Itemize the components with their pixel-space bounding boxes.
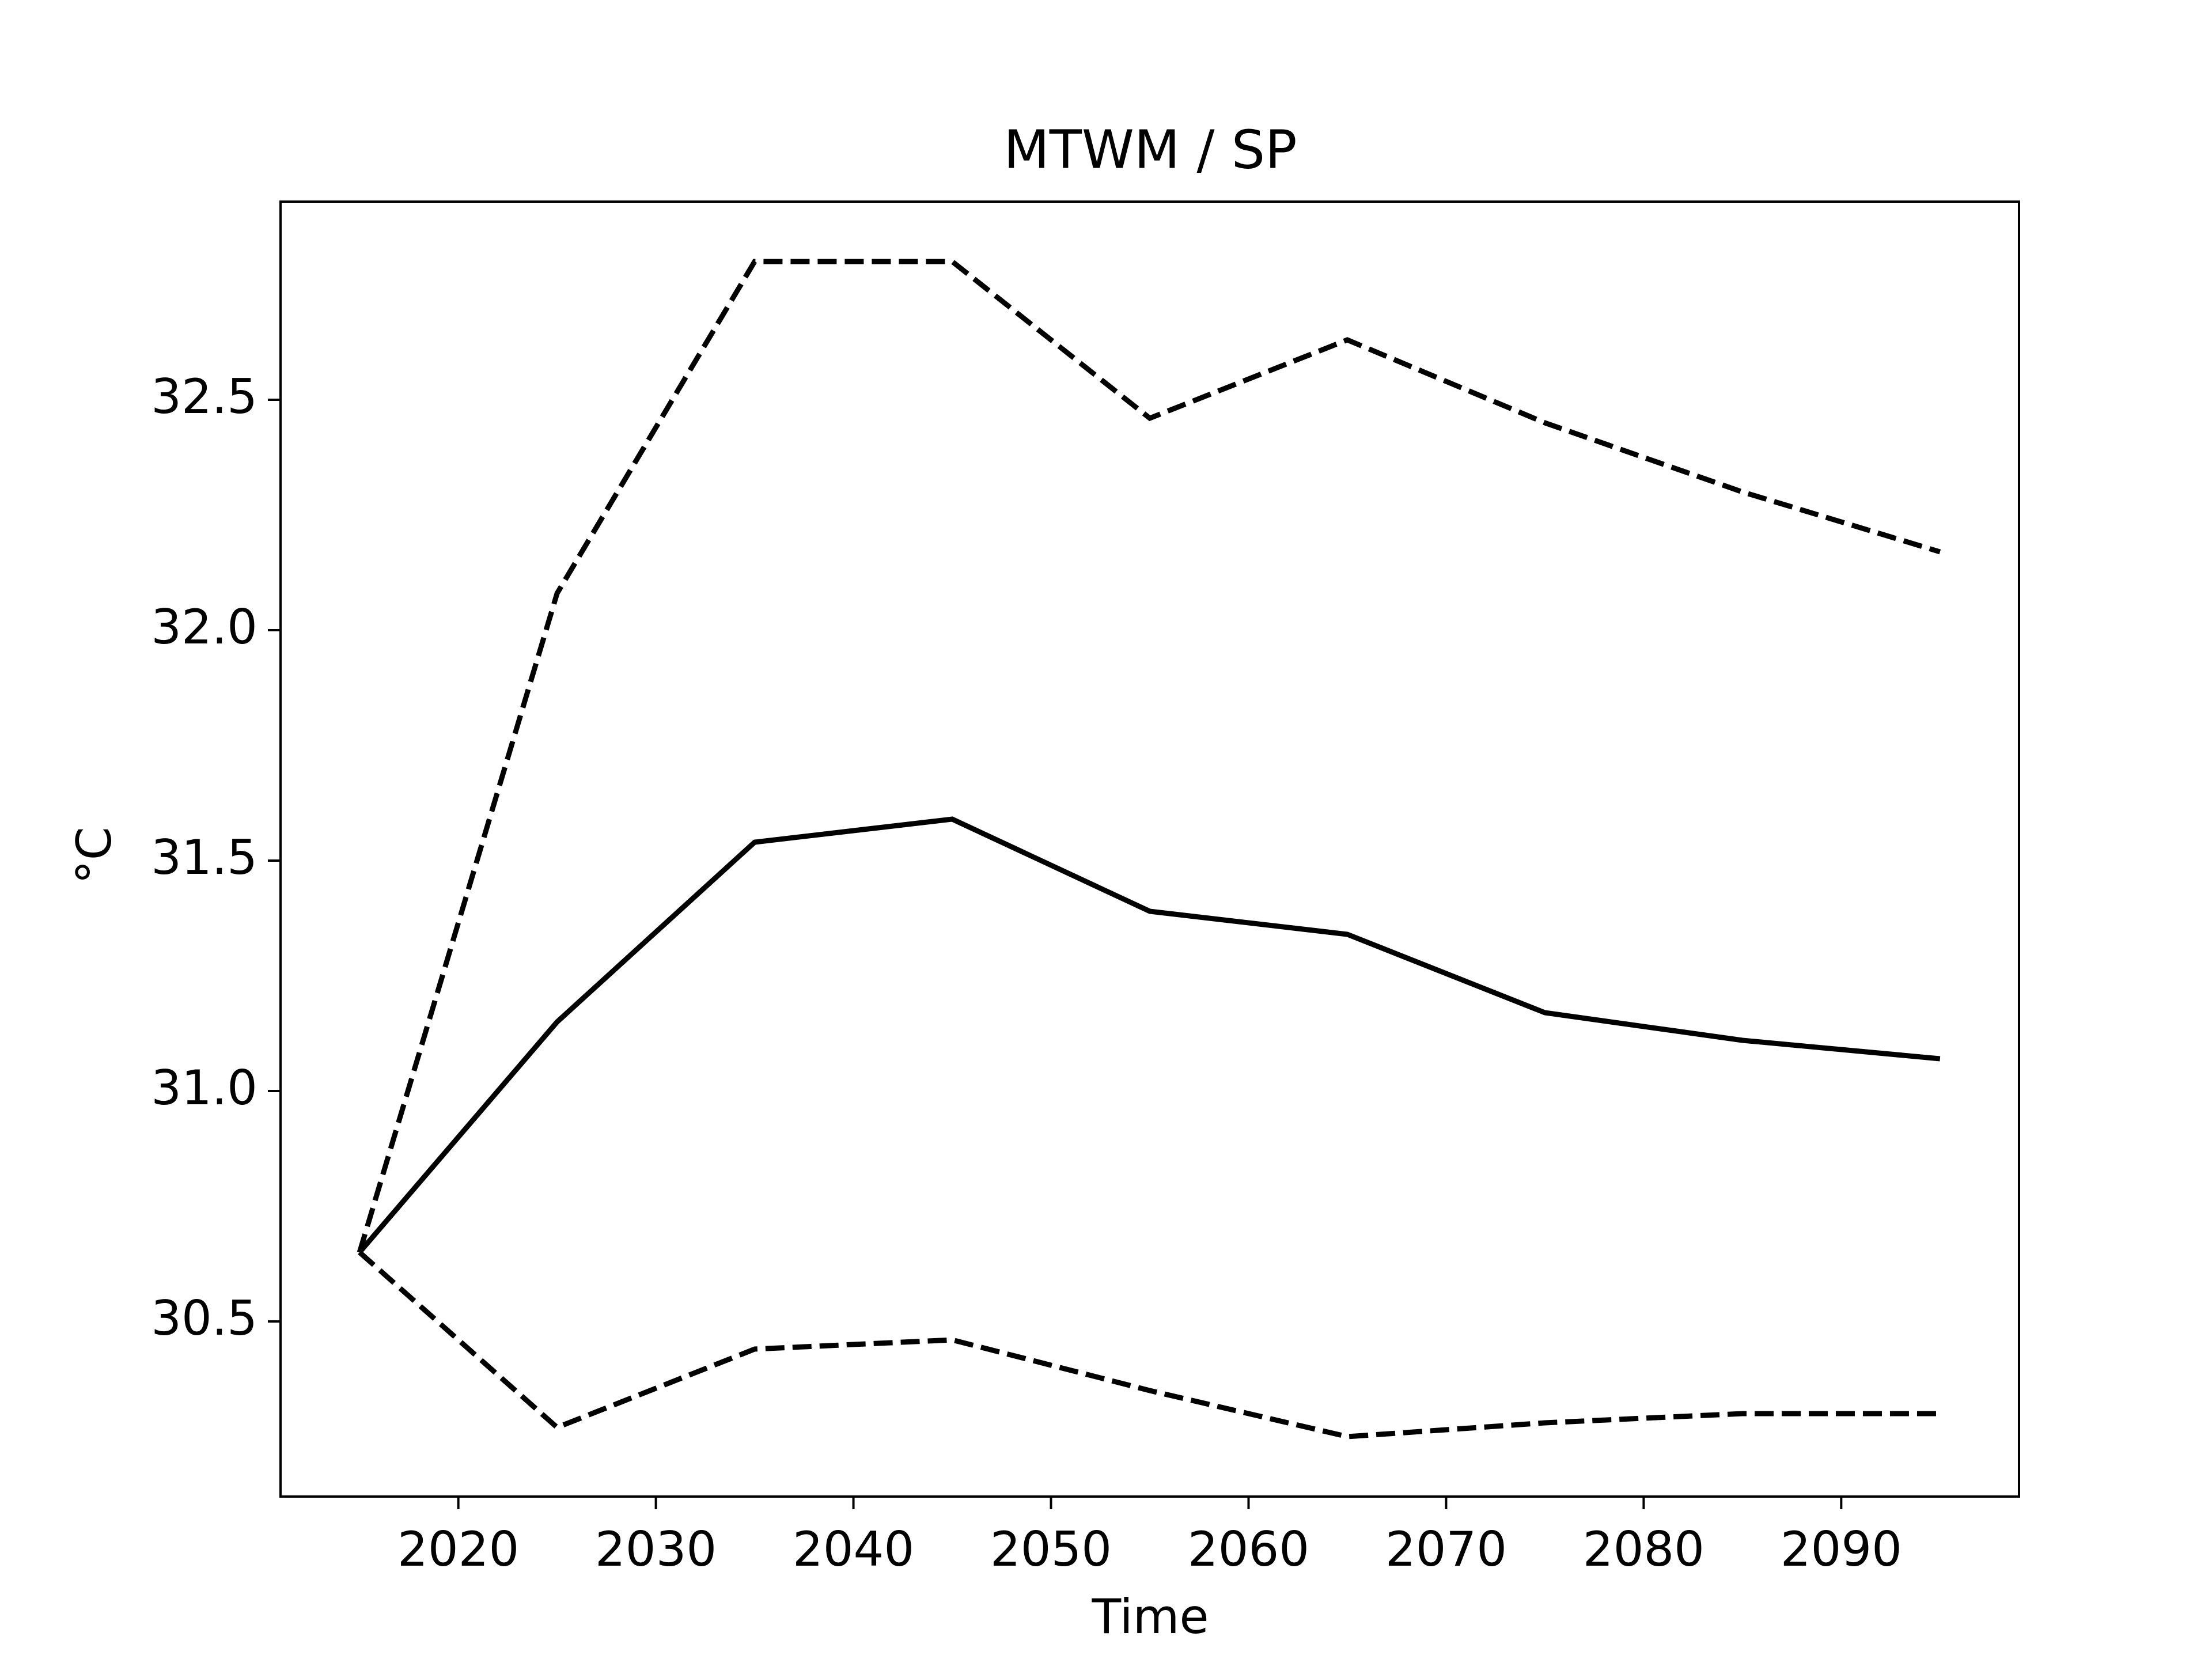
line-series bbox=[357, 259, 1941, 1253]
x-tick-label: 2090 bbox=[1781, 1521, 1902, 1577]
x-tick-label: 2050 bbox=[990, 1521, 1112, 1577]
y-tick-label: 32.5 bbox=[151, 369, 257, 425]
plot-frame bbox=[279, 200, 2020, 1498]
x-tick-label: 2020 bbox=[397, 1521, 519, 1577]
x-axis-label: Time bbox=[1091, 1589, 1209, 1645]
y-tick-label: 30.5 bbox=[151, 1290, 257, 1346]
x-tick-label: 2080 bbox=[1583, 1521, 1705, 1577]
line-series bbox=[358, 1250, 1940, 1440]
x-tick-label: 2060 bbox=[1188, 1521, 1309, 1577]
line-series bbox=[357, 816, 1941, 1254]
y-tick-label: 32.0 bbox=[151, 599, 257, 655]
x-tick-label: 2030 bbox=[595, 1521, 717, 1577]
chart-title: MTWM / SP bbox=[1003, 119, 1297, 180]
x-tick-label: 2070 bbox=[1385, 1521, 1507, 1577]
y-tick-label: 31.5 bbox=[151, 830, 257, 885]
y-axis-label: °C bbox=[66, 827, 122, 884]
y-tick-label: 31.0 bbox=[151, 1060, 257, 1116]
x-tick-label: 2040 bbox=[793, 1521, 914, 1577]
